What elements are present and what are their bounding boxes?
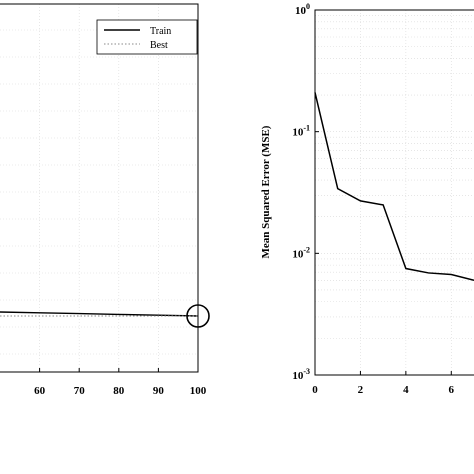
left-chart-panel: 60 70 80 90 100 Train Best <box>0 3 210 397</box>
legend-label-train: Train <box>150 26 171 37</box>
right-x-tick-label: 0 <box>312 384 318 396</box>
right-y-tick-exp: 0 <box>306 2 310 11</box>
right-y-tick-label: 10-1 <box>292 124 310 139</box>
left-x-tick-label: 90 <box>153 385 165 397</box>
left-x-tick-label: 100 <box>190 385 207 397</box>
right-y-tick-base: 10 <box>292 370 304 382</box>
legend-label-best: Best <box>150 40 168 51</box>
left-x-tick-label: 80 <box>113 385 125 397</box>
right-x-tick-label: 6 <box>449 384 455 396</box>
best-marker-circle <box>186 304 210 328</box>
right-y-tick-base: 10 <box>295 5 307 17</box>
left-series-line-train <box>0 311 199 317</box>
right-y-tick-label: 10-3 <box>292 367 310 382</box>
right-y-axis-label: Mean Squared Error (MSE) <box>260 125 272 258</box>
right-y-tick-exp: -1 <box>303 124 310 133</box>
left-axes-box <box>0 3 199 373</box>
left-x-tick-label: 60 <box>34 385 46 397</box>
right-y-tick-label: 10-2 <box>292 245 310 260</box>
left-grid <box>0 4 199 372</box>
right-y-tick-label: 100 <box>295 2 310 17</box>
left-legend: Train Best <box>96 19 198 55</box>
right-x-tick-label: 4 <box>403 384 409 396</box>
right-y-tick-exp: -2 <box>303 245 310 254</box>
right-series-line <box>314 92 474 282</box>
right-x-tick-label: 2 <box>358 384 364 396</box>
right-y-tick-base: 10 <box>292 127 304 139</box>
right-grid <box>314 10 474 376</box>
right-y-tick-exp: -3 <box>303 367 310 376</box>
legend-box <box>96 19 198 55</box>
left-x-tick-label: 70 <box>74 385 86 397</box>
right-y-tick-base: 10 <box>292 248 304 260</box>
right-axes-box <box>314 9 474 376</box>
